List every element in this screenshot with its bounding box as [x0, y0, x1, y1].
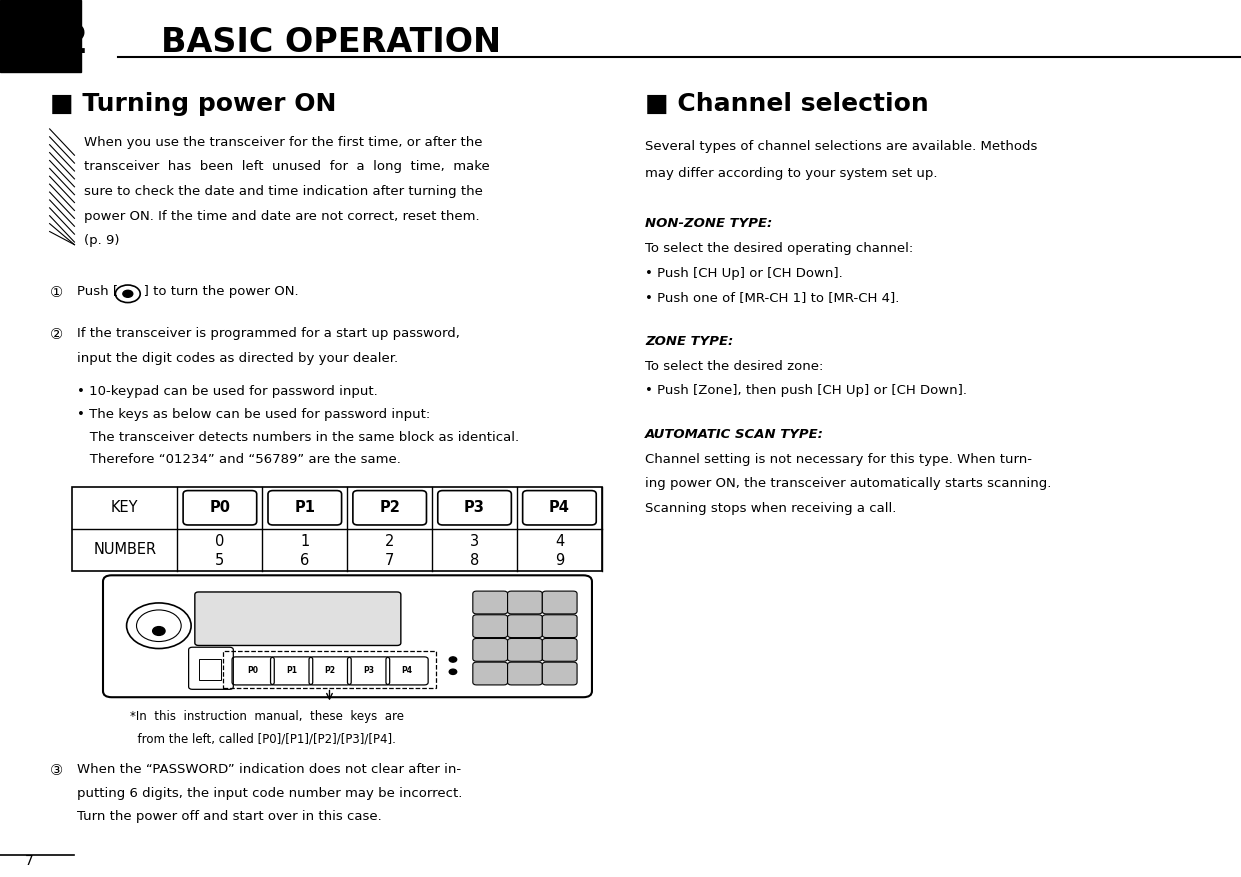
Text: Scanning stops when receiving a call.: Scanning stops when receiving a call.: [645, 502, 897, 515]
Text: • Push [CH Up] or [CH Down].: • Push [CH Up] or [CH Down].: [645, 267, 843, 280]
FancyBboxPatch shape: [542, 638, 577, 661]
FancyBboxPatch shape: [473, 615, 508, 638]
Text: ■ Turning power ON: ■ Turning power ON: [50, 92, 336, 116]
Circle shape: [153, 627, 165, 636]
Text: If the transceiver is programmed for a start up password,: If the transceiver is programmed for a s…: [77, 327, 460, 340]
Text: BASIC OPERATION: BASIC OPERATION: [161, 25, 501, 59]
Text: • Push one of [MR-CH 1] to [MR-CH 4].: • Push one of [MR-CH 1] to [MR-CH 4].: [645, 291, 900, 304]
Text: Turn the power off and start over in this case.: Turn the power off and start over in thi…: [77, 810, 382, 824]
Text: When you use the transceiver for the first time, or after the: When you use the transceiver for the fir…: [84, 136, 483, 149]
Text: • Push [Zone], then push [CH Up] or [CH Down].: • Push [Zone], then push [CH Up] or [CH …: [645, 384, 967, 397]
Text: 7: 7: [385, 553, 395, 568]
Text: 2: 2: [61, 23, 88, 61]
Text: P0: P0: [210, 500, 231, 516]
FancyBboxPatch shape: [542, 615, 577, 638]
Text: • The keys as below can be used for password input:: • The keys as below can be used for pass…: [77, 408, 431, 421]
FancyBboxPatch shape: [508, 638, 542, 661]
Circle shape: [123, 290, 133, 297]
Text: P3: P3: [464, 500, 485, 516]
Text: Channel setting is not necessary for this type. When turn-: Channel setting is not necessary for thi…: [645, 453, 1033, 466]
FancyBboxPatch shape: [542, 662, 577, 685]
Bar: [223, 651, 436, 688]
Text: P2: P2: [380, 500, 400, 516]
Text: NUMBER: NUMBER: [93, 542, 156, 558]
Text: *In  this  instruction  manual,  these  keys  are: *In this instruction manual, these keys …: [130, 710, 405, 724]
Text: from the left, called [P0]/[P1]/[P2]/[P3]/[P4].: from the left, called [P0]/[P1]/[P2]/[P3…: [130, 732, 396, 745]
Text: The transceiver detects numbers in the same block as identical.: The transceiver detects numbers in the s…: [77, 431, 519, 444]
Bar: [72, 487, 602, 571]
Text: putting 6 digits, the input code number may be incorrect.: putting 6 digits, the input code number …: [77, 787, 463, 800]
Text: 5: 5: [215, 553, 225, 568]
Text: 8: 8: [470, 553, 479, 568]
Text: NON-ZONE TYPE:: NON-ZONE TYPE:: [645, 217, 773, 231]
Text: ■ Channel selection: ■ Channel selection: [645, 92, 930, 116]
FancyBboxPatch shape: [508, 615, 542, 638]
Bar: [199, 659, 221, 680]
Text: P1: P1: [294, 500, 315, 516]
Text: ZONE TYPE:: ZONE TYPE:: [645, 335, 733, 348]
FancyBboxPatch shape: [508, 662, 542, 685]
Text: 7: 7: [25, 854, 34, 868]
Text: 0: 0: [215, 533, 225, 549]
Bar: [0, 0, 81, 72]
Text: P1: P1: [287, 667, 297, 675]
Text: Therefore “01234” and “56789” are the same.: Therefore “01234” and “56789” are the sa…: [77, 453, 401, 467]
Text: 3: 3: [470, 533, 479, 549]
Circle shape: [449, 657, 457, 662]
Text: 2: 2: [385, 533, 395, 549]
Text: ②: ②: [50, 327, 63, 342]
Text: P2: P2: [325, 667, 335, 675]
Text: ①: ①: [50, 285, 63, 300]
FancyBboxPatch shape: [473, 662, 508, 685]
FancyBboxPatch shape: [508, 591, 542, 614]
Text: 4: 4: [555, 533, 565, 549]
Text: power ON. If the time and date are not correct, reset them.: power ON. If the time and date are not c…: [84, 210, 480, 223]
Circle shape: [449, 669, 457, 674]
Text: ③: ③: [50, 763, 63, 778]
FancyBboxPatch shape: [542, 591, 577, 614]
Text: may differ according to your system set up.: may differ according to your system set …: [645, 167, 938, 180]
Text: ing power ON, the transceiver automatically starts scanning.: ing power ON, the transceiver automatica…: [645, 477, 1051, 490]
FancyBboxPatch shape: [195, 592, 401, 645]
Text: P0: P0: [248, 667, 258, 675]
Text: To select the desired zone:: To select the desired zone:: [645, 360, 824, 373]
Text: (p. 9): (p. 9): [84, 234, 120, 247]
Text: To select the desired operating channel:: To select the desired operating channel:: [645, 242, 913, 255]
Text: P4: P4: [549, 500, 570, 516]
Text: 1: 1: [300, 533, 309, 549]
Text: P4: P4: [402, 667, 412, 675]
Text: P3: P3: [364, 667, 374, 675]
Text: 9: 9: [555, 553, 565, 568]
Text: AUTOMATIC SCAN TYPE:: AUTOMATIC SCAN TYPE:: [645, 428, 824, 441]
Text: sure to check the date and time indication after turning the: sure to check the date and time indicati…: [84, 185, 483, 198]
Text: Several types of channel selections are available. Methods: Several types of channel selections are …: [645, 140, 1037, 153]
FancyBboxPatch shape: [473, 638, 508, 661]
Text: When the “PASSWORD” indication does not clear after in-: When the “PASSWORD” indication does not …: [77, 763, 462, 776]
Text: Push [      ] to turn the power ON.: Push [ ] to turn the power ON.: [77, 285, 299, 298]
FancyBboxPatch shape: [473, 591, 508, 614]
Text: input the digit codes as directed by your dealer.: input the digit codes as directed by you…: [77, 352, 398, 365]
Text: • 10-keypad can be used for password input.: • 10-keypad can be used for password inp…: [77, 385, 377, 398]
Text: transceiver  has  been  left  unused  for  a  long  time,  make: transceiver has been left unused for a l…: [84, 160, 490, 174]
Text: 6: 6: [300, 553, 309, 568]
Text: KEY: KEY: [110, 500, 139, 516]
